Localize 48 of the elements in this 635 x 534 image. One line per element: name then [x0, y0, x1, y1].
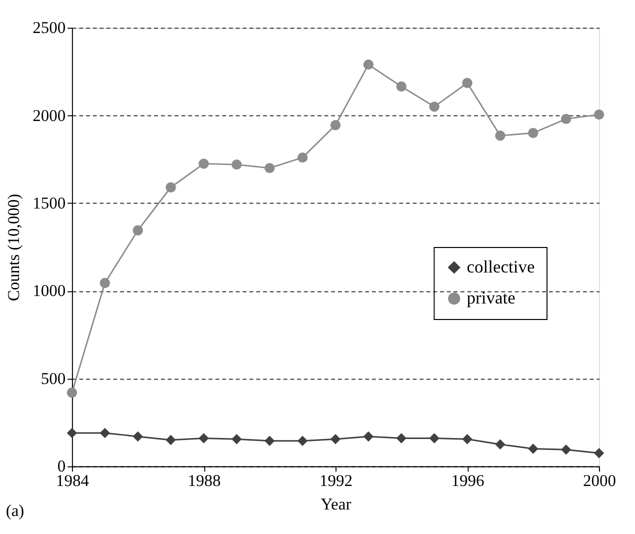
point: [297, 436, 308, 446]
point: [396, 81, 406, 92]
point: [330, 120, 341, 130]
x-tick-label: 2000: [582, 471, 616, 490]
point: [232, 434, 242, 444]
x-axis-title: Year: [320, 494, 352, 514]
point: [198, 433, 209, 444]
point: [429, 102, 440, 112]
y-tick-label: 500: [40, 368, 66, 388]
legend-label: private: [466, 287, 516, 308]
x-tick-label: 1988: [188, 471, 221, 490]
point: [429, 433, 440, 444]
point: [330, 434, 341, 444]
point: [198, 158, 209, 169]
y-axis-title: Counts (10,000): [4, 194, 23, 302]
point: [495, 130, 506, 141]
point: [166, 434, 176, 446]
point: [66, 388, 78, 398]
point: [396, 433, 406, 444]
point: [264, 436, 275, 446]
point: [528, 444, 538, 454]
point: [594, 109, 604, 120]
point: [264, 162, 275, 174]
x-tick-label: 1996: [451, 471, 484, 490]
text: (a): [6, 500, 24, 520]
point: [132, 431, 143, 442]
point: [594, 448, 604, 458]
point: [232, 159, 242, 170]
point: [166, 182, 176, 192]
point: [297, 152, 308, 163]
point: [100, 278, 110, 288]
point: [528, 128, 538, 138]
point: [560, 114, 572, 124]
legend-label: collective: [466, 256, 536, 276]
point: [560, 444, 572, 455]
point: [363, 59, 374, 70]
point: [100, 428, 110, 438]
y-tick-label: 2500: [32, 18, 66, 38]
point: [363, 431, 374, 442]
y-tick-label: 1500: [32, 194, 66, 213]
point: [132, 225, 143, 236]
point: [462, 434, 472, 444]
x-tick-label: 1992: [319, 471, 352, 490]
point: [495, 439, 506, 450]
point: [66, 428, 78, 438]
y-tick-label: 1000: [32, 281, 66, 300]
y-tick-label: 2000: [32, 106, 66, 125]
point: [462, 78, 472, 88]
